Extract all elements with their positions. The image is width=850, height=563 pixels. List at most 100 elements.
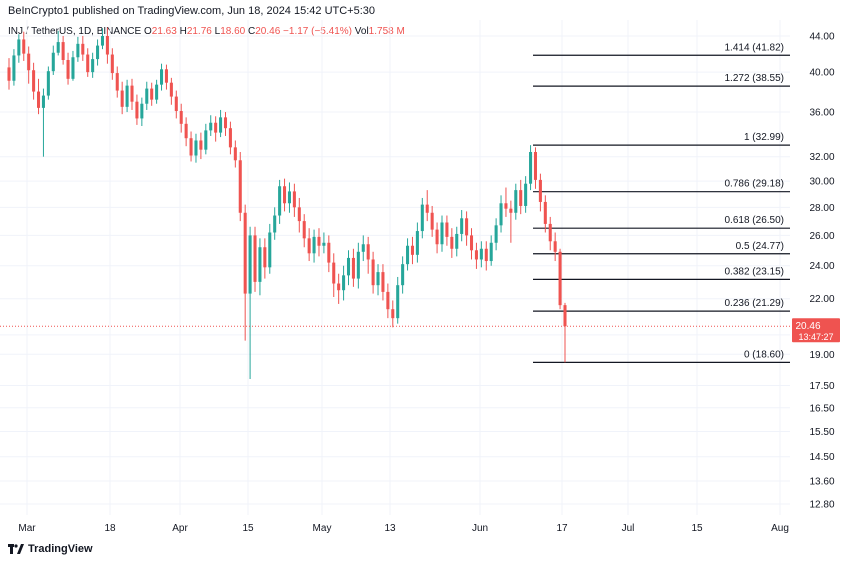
candle-body [317, 236, 321, 246]
candle-body [86, 54, 90, 73]
candle-body [474, 250, 478, 260]
candle [553, 232, 557, 262]
y-tick-label: 15.50 [809, 427, 834, 438]
candle-body [425, 204, 429, 213]
candle-body [115, 73, 119, 91]
candle-body [91, 59, 95, 73]
candle-body [160, 69, 164, 85]
candle-body [346, 257, 351, 276]
candle [514, 183, 518, 220]
candle [524, 176, 528, 213]
candle-body [130, 85, 134, 102]
candle [558, 248, 562, 310]
candle-body [41, 95, 45, 108]
y-tick-label: 22.00 [809, 294, 834, 305]
candle-body [307, 238, 311, 254]
candle-body [287, 191, 291, 204]
y-tick-label: 24.00 [809, 261, 834, 272]
candle-body [110, 54, 114, 74]
candle [484, 241, 488, 271]
y-tick-label: 44.00 [809, 32, 834, 43]
x-tick-label: Apr [172, 523, 188, 534]
candle-body [214, 122, 218, 133]
candle-body [283, 186, 287, 204]
candle-body [514, 190, 518, 213]
candle-body [174, 96, 178, 112]
candle-body [381, 272, 385, 292]
candle-body [36, 91, 41, 108]
chart-grid [0, 20, 790, 515]
y-tick-label: 17.50 [809, 381, 834, 392]
candle [361, 235, 365, 262]
candle-body [524, 183, 528, 206]
candle-body [135, 101, 139, 119]
candle-body [460, 218, 464, 234]
y-tick-label: 16.50 [809, 403, 834, 414]
candle [543, 195, 547, 233]
tradingview-brand[interactable]: TradingView [8, 543, 93, 555]
legend-open-value: 21.63 [151, 26, 177, 37]
legend-low-label: L [214, 26, 221, 37]
candle [179, 103, 183, 133]
candle [489, 235, 493, 266]
fib-label: 0.236 (21.29) [725, 298, 785, 309]
candle [36, 78, 41, 115]
candle [342, 265, 346, 301]
candle-body [297, 207, 301, 222]
candlesticks [7, 27, 567, 380]
x-tick-label: 13 [384, 523, 396, 534]
candle [71, 50, 75, 81]
candle [86, 48, 90, 77]
candle-body [219, 117, 223, 133]
candle-body [46, 71, 50, 96]
legend-low-value: 18.60 [220, 26, 246, 37]
candle-body [489, 242, 493, 262]
candle-body [61, 42, 65, 61]
candle-body [278, 186, 282, 216]
legend-high-value: 21.76 [186, 26, 212, 37]
candle [204, 123, 208, 155]
legend-close-label: C [248, 26, 256, 37]
candle-body [140, 103, 144, 119]
candle [391, 300, 395, 328]
candle-body [194, 140, 198, 156]
candle-body [258, 247, 262, 282]
candle [332, 253, 336, 298]
candle-body [533, 151, 538, 180]
tradingview-logo-icon [8, 544, 24, 554]
candle [307, 228, 311, 262]
candle [410, 236, 414, 265]
y-tick-label: 40.00 [809, 68, 834, 79]
candle [386, 283, 390, 319]
candle [494, 218, 498, 251]
candle-body [27, 53, 31, 71]
candle [46, 66, 50, 100]
fib-label: 0.382 (23.15) [725, 266, 785, 277]
candle [150, 82, 154, 106]
candle [465, 211, 469, 246]
candle-body [100, 36, 105, 46]
legend-change: −1.17 (−5.41%) [283, 26, 352, 37]
candle [376, 264, 380, 296]
candle [529, 145, 533, 191]
candle [396, 276, 400, 324]
y-tick-label: 36.00 [809, 108, 834, 119]
legend-high-label: H [179, 26, 187, 37]
candle-body [337, 283, 341, 291]
fib-label: 0 (18.60) [744, 349, 784, 360]
fib-label: 0.5 (24.77) [736, 241, 784, 252]
fib-label: 0.786 (29.18) [725, 179, 785, 190]
candle-body [273, 215, 277, 233]
candle [445, 215, 449, 246]
y-tick-label: 14.50 [809, 452, 834, 463]
candle-body [243, 212, 247, 294]
candle [56, 30, 60, 56]
candle [110, 48, 114, 80]
fib-label: 1.414 (41.82) [725, 42, 785, 53]
candle [214, 116, 218, 142]
candle-body [386, 291, 390, 310]
candle [337, 273, 341, 304]
candle-body [125, 85, 129, 107]
